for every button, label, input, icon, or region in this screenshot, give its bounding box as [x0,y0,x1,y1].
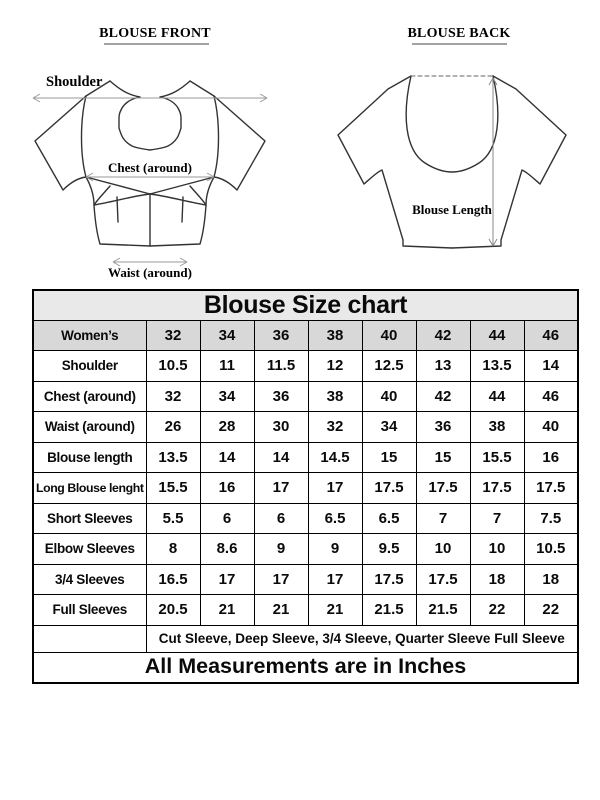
svg-text:BLOUSE FRONT: BLOUSE FRONT [99,26,211,41]
svg-text:Shoulder: Shoulder [46,74,103,90]
svg-text:Waist (around): Waist (around) [108,265,192,280]
svg-text:BLOUSE BACK: BLOUSE BACK [408,26,511,41]
svg-text:Blouse Length: Blouse Length [412,202,493,217]
svg-text:Chest (around): Chest (around) [108,160,192,175]
